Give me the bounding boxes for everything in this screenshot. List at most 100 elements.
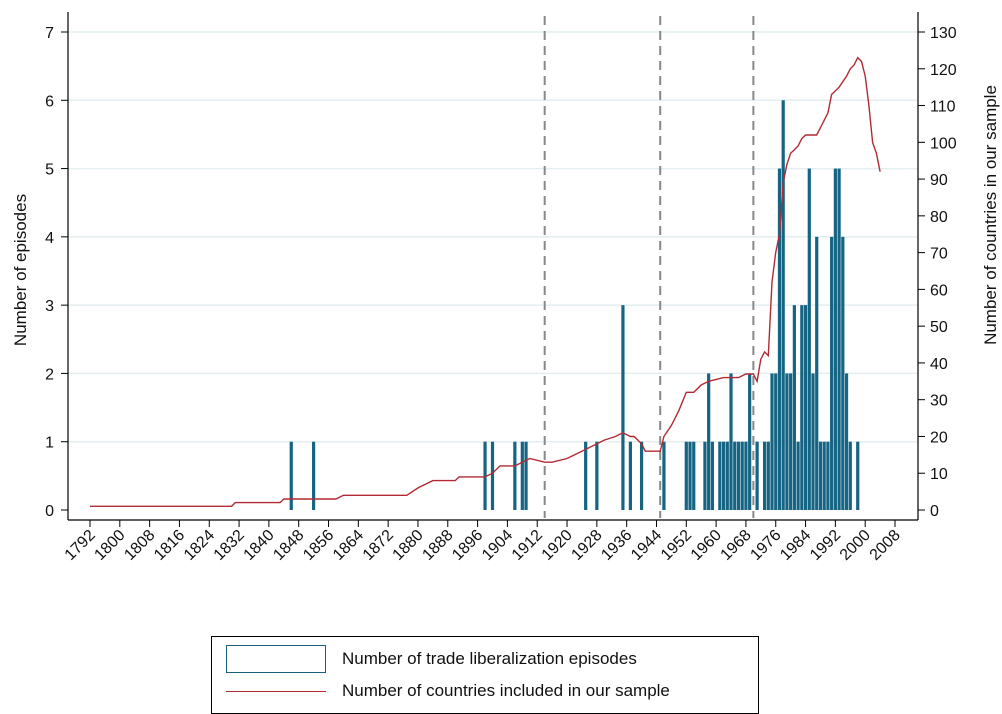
bar [520,441,524,510]
bar [744,441,748,510]
bar [781,100,785,511]
bar [621,305,625,510]
bar [628,441,632,510]
x-tick-label: 1992 [807,527,844,564]
x-tick-label: 1904 [479,527,516,564]
legend: Number of trade liberalization episodes … [211,636,759,714]
bar [833,168,837,511]
y-right-tick-label: 90 [930,172,948,189]
bar [774,373,778,510]
x-tick-label: 1928 [568,527,605,564]
bar [524,441,528,510]
x-tick-label: 1800 [91,527,128,564]
x-tick-label: 1976 [747,527,784,564]
bar [729,373,733,510]
y-right-tick-label: 130 [930,25,957,42]
vertical-reference-lines [543,16,755,518]
y-left-tick-label: 1 [45,435,54,452]
bar [692,441,696,510]
y-left-tick-label: 7 [45,25,54,42]
countries-line [90,56,881,507]
bar [811,373,815,510]
bar [718,441,722,510]
x-tick-label: 1808 [121,527,158,564]
bar [766,441,770,510]
episode-bars [289,100,860,511]
bar [725,441,729,510]
bar [777,168,782,511]
y-axis-right-label: Number of countries in our sample [981,85,1000,345]
bar [688,441,692,510]
y-right-tick-label: 30 [930,393,948,410]
y-left-tick-label: 4 [45,230,54,247]
bar [848,441,852,510]
y-right-tick-label: 60 [930,282,948,299]
bar [815,236,819,510]
legend-line-swatch [226,691,326,692]
x-tick-label: 1968 [718,527,755,564]
bar [803,305,808,510]
bar [818,441,823,510]
x-tick-label: 1920 [539,527,576,564]
bar [312,441,316,510]
legend-bar-swatch [226,645,326,673]
line-series [90,56,881,507]
bar [770,373,774,510]
bar [785,373,789,510]
bar [289,441,293,510]
bar [703,441,707,510]
bar [826,441,830,510]
y-right-tick-label: 50 [930,319,948,336]
bar [748,373,752,510]
y-left-tick-label: 6 [45,93,54,110]
x-tick-label: 1816 [151,527,188,564]
x-tick-label: 1832 [211,527,248,564]
x-tick-label: 1880 [390,527,427,564]
y-right-tick-label: 120 [930,62,957,79]
x-tick-label: 1952 [658,527,695,564]
x-tick-label: 2000 [837,527,874,564]
y-right-tick-label: 100 [930,135,957,152]
bar [721,441,726,510]
x-tick-label: 1984 [777,527,814,564]
bar [856,441,860,510]
legend-bar-label: Number of trade liberalization episodes [342,649,637,668]
x-tick-label: 1848 [270,527,307,564]
x-tick-label: 1888 [419,527,456,564]
y-right-tick-label: 20 [930,429,948,446]
bar [755,441,759,510]
x-tick-label: 1872 [360,527,397,564]
bar [684,441,688,510]
x-tick-label: 1960 [688,527,725,564]
x-tick-label: 1856 [300,527,337,564]
bar [736,441,741,510]
bar [733,441,737,510]
x-tick-label: 2008 [867,527,904,564]
legend-line-label: Number of countries included in our samp… [342,681,670,700]
bar [789,373,793,510]
x-tick-label: 1792 [62,527,99,564]
x-tick-label: 1840 [241,527,278,564]
bar [490,441,495,510]
bar [807,168,811,511]
y-axis-left-label: Number of episodes [11,194,30,346]
bar [710,441,714,510]
bar [841,236,845,510]
bar [639,441,644,510]
bar [830,236,834,510]
bar [483,441,487,510]
bar [513,441,517,510]
bar [792,305,796,510]
x-tick-label: 1896 [449,527,486,564]
x-tick-label: 1864 [330,527,367,564]
bar [800,305,804,510]
bar [762,441,767,510]
x-tick-label: 1912 [509,527,546,564]
chart: 0123456701020304050607080901001101201301… [11,12,1000,564]
x-tick-label: 1936 [598,527,635,564]
bar [796,441,800,510]
y-left-tick-label: 5 [45,162,54,179]
y-right-tick-label: 40 [930,356,948,373]
y-right-tick-label: 70 [930,246,948,263]
bar [822,441,826,510]
